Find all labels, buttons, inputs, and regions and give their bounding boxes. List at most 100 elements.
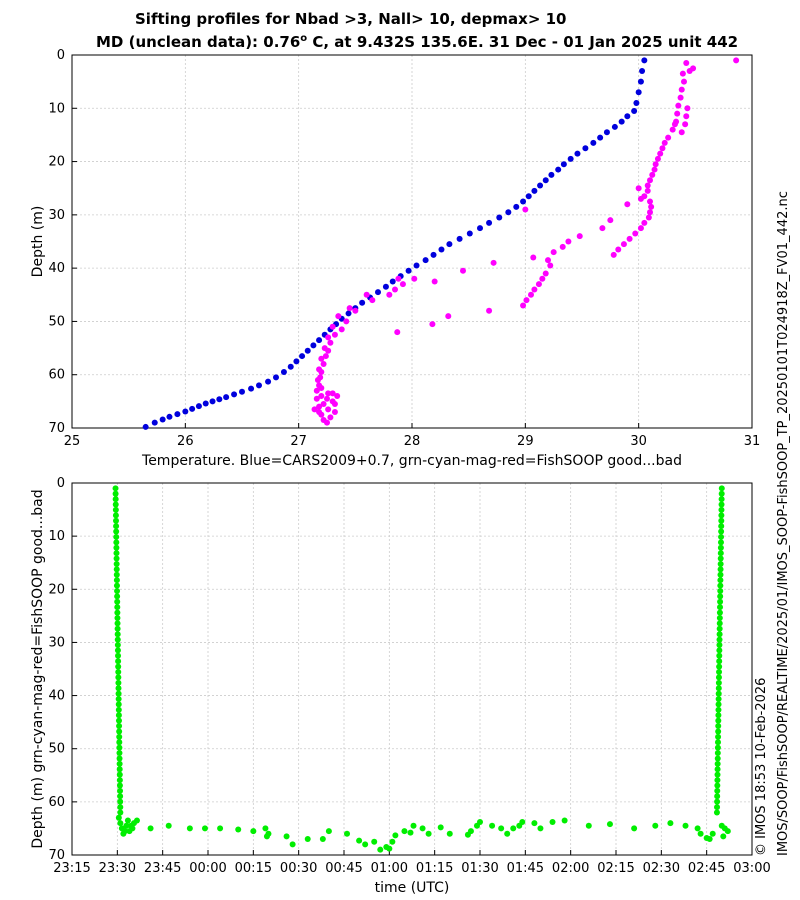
top-cars2009-0-7-point: [560, 161, 567, 168]
top-ytick-label: 60: [48, 368, 65, 383]
bottom-fishsoop-good-point: [715, 679, 722, 686]
bottom-fishsoop-good-point: [113, 544, 120, 551]
top-cars2009-0-7-point: [611, 123, 618, 130]
top-fishsoop-bad-point: [320, 401, 327, 408]
top-cars2009-0-7-point: [189, 405, 196, 412]
top-cars2009-0-7-point: [631, 107, 638, 114]
top-fishsoop-bad-point: [669, 126, 676, 133]
bottom-fishsoop-good-point: [714, 793, 721, 800]
bottom-fishsoop-good-point: [714, 766, 721, 773]
bottom-fishsoop-good-point: [717, 593, 724, 600]
bottom-xtick-label: 00:30: [280, 861, 317, 876]
top-fishsoop-bad-point: [322, 353, 329, 360]
top-fishsoop-bad-point: [399, 281, 406, 288]
bottom-fishsoop-good-point: [115, 712, 122, 719]
top-fishsoop-bad-point: [679, 70, 686, 77]
chart-title-line-1: Sifting profiles for Nbad >3, Nall> 10, …: [135, 10, 567, 28]
top-fishsoop-bad-point: [531, 286, 538, 293]
bottom-xtick-label: 01:45: [507, 861, 544, 876]
top-plot-frame: [71, 54, 753, 429]
bottom-fishsoop-good-point: [113, 566, 120, 573]
bottom-fishsoop-good-point: [652, 822, 659, 829]
bottom-fishsoop-good-point: [419, 825, 426, 832]
top-fishsoop-bad-point: [318, 355, 325, 362]
bottom-fishsoop-good-point: [371, 838, 378, 845]
top-cars2009-0-7-point: [202, 400, 209, 407]
top-fishsoop-bad-point: [331, 401, 338, 408]
top-fishsoop-bad-point: [599, 225, 606, 232]
top-cars2009-0-7-point: [231, 391, 238, 398]
bottom-fishsoop-good-point: [117, 809, 124, 816]
top-cars2009-0-7-point: [548, 171, 555, 178]
top-fishsoop-bad-point: [682, 121, 689, 128]
bottom-fishsoop-good-point: [386, 845, 393, 852]
top-fishsoop-bad-point: [325, 334, 332, 341]
bottom-fishsoop-good-point: [510, 825, 517, 832]
top-fishsoop-bad-point: [338, 326, 345, 333]
bottom-fishsoop-good-point: [235, 826, 242, 833]
bottom-fishsoop-good-point: [504, 830, 511, 837]
bottom-fishsoop-good-point: [717, 566, 724, 573]
top-fishsoop-bad-point: [352, 307, 359, 314]
bottom-fishsoop-good-point: [724, 828, 731, 835]
top-cars2009-0-7-point: [456, 235, 463, 242]
bottom-fishsoop-good-point: [718, 523, 725, 530]
top-fishsoop-bad-point: [641, 219, 648, 226]
top-xtick-label: 25: [64, 434, 81, 449]
top-fishsoop-bad-point: [686, 67, 693, 74]
bottom-fishsoop-good-point: [113, 555, 120, 562]
bottom-fishsoop-good-point: [715, 696, 722, 703]
bottom-fishsoop-good-point: [263, 833, 270, 840]
bottom-fishsoop-good-point: [133, 817, 140, 824]
top-cars2009-0-7-point: [531, 187, 538, 194]
bottom-fishsoop-good-point: [715, 723, 722, 730]
bottom-xtick-label: 01:15: [416, 861, 453, 876]
top-cars2009-0-7-point: [223, 394, 230, 401]
top-cars2009-0-7-point: [389, 278, 396, 285]
top-fishsoop-bad-point: [528, 291, 534, 298]
bottom-fishsoop-good-point: [703, 834, 710, 841]
bottom-fishsoop-good-point: [446, 830, 453, 837]
bottom-fishsoop-good-point: [304, 836, 311, 843]
bottom-fishsoop-good-point: [112, 490, 119, 497]
bottom-xtick-label: 00:00: [189, 861, 226, 876]
bottom-fishsoop-good-point: [113, 577, 120, 584]
top-cars2009-0-7-point: [209, 398, 216, 405]
bottom-fishsoop-good-point: [407, 829, 414, 836]
top-cars2009-0-7-point: [293, 358, 300, 365]
bottom-fishsoop-good-point: [115, 814, 122, 821]
bottom-fishsoop-good-point: [117, 787, 124, 794]
bottom-fishsoop-good-point: [115, 669, 122, 676]
top-fishsoop-bad-point: [325, 390, 332, 397]
top-cars2009-0-7-point: [574, 150, 581, 157]
bottom-fishsoop-good-point: [718, 512, 725, 519]
bottom-fishsoop-good-point: [356, 837, 363, 844]
top-cars2009-0-7-point: [537, 182, 544, 189]
bottom-fishsoop-good-point: [113, 523, 120, 530]
bottom-fishsoop-good-point: [112, 485, 119, 492]
top-fishsoop-bad-point: [620, 241, 627, 248]
bottom-fishsoop-good-point: [113, 560, 120, 567]
top-fishsoop-bad-point: [327, 414, 334, 421]
bottom-fishsoop-good-point: [716, 636, 723, 643]
top-fishsoop-bad-point: [659, 145, 666, 152]
bottom-yaxis-label: Depth (m) grn-cyan-mag-red=FishSOOP good…: [30, 489, 46, 848]
bottom-fishsoop-good-point: [715, 712, 722, 719]
bottom-fishsoop-good-point: [718, 490, 725, 497]
bottom-xtick-label: 02:45: [688, 861, 725, 876]
source-file-path: IMOS/SOOP/FishSOOP/REALTIME/2025/01/IMOS…: [776, 191, 791, 856]
bottom-fishsoop-good-point: [362, 841, 369, 848]
bottom-fishsoop-good-point: [114, 598, 121, 605]
top-cars2009-0-7-point: [624, 113, 631, 120]
bottom-fishsoop-good-point: [112, 501, 119, 508]
top-fishsoop-bad-point: [318, 393, 325, 400]
bottom-fishsoop-good-point: [716, 663, 723, 670]
top-fishsoop-bad-point: [684, 105, 691, 112]
bottom-fishsoop-good-point: [114, 614, 121, 621]
bottom-fishsoop-good-point: [116, 728, 123, 735]
top-cars2009-0-7-point: [513, 203, 520, 210]
bottom-fishsoop-good-point: [718, 506, 725, 513]
bottom-fishsoop-good-point: [410, 822, 417, 829]
top-fishsoop-bad-point: [637, 195, 644, 202]
top-fishsoop-bad-point: [329, 323, 336, 330]
